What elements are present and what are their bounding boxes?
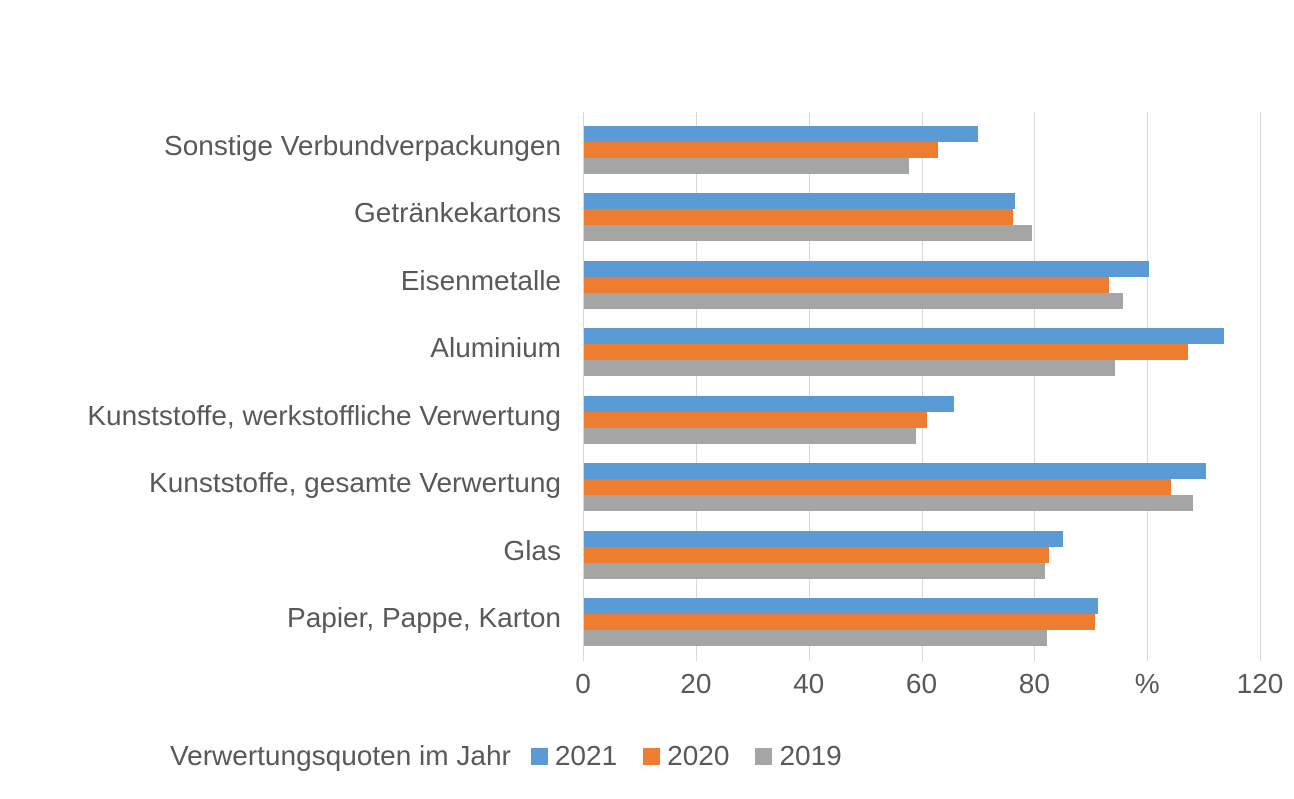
- axis-tickmark-80: [1034, 652, 1036, 661]
- x-axis-tick-label: %: [1134, 668, 1160, 699]
- category-label: Papier, Pappe, Karton: [287, 602, 561, 634]
- axis-tickmark-0: [583, 652, 584, 661]
- bar-2020: [584, 276, 1110, 293]
- bar-2021: [584, 598, 1098, 614]
- bar-2021: [584, 193, 1016, 209]
- category-label: Aluminium: [430, 332, 561, 364]
- bar-2019: [584, 562, 1045, 579]
- x-axis-tick-label: 40: [793, 668, 825, 699]
- x-axis-tick-label: 20: [680, 668, 712, 699]
- x-axis-tick-label: 120: [1236, 668, 1284, 699]
- bar-2021: [584, 260, 1150, 277]
- bar-2020: [584, 411, 927, 428]
- gridline-100: [1147, 112, 1149, 652]
- category-label: Glas: [503, 534, 561, 566]
- bar-2021: [584, 395, 955, 412]
- legend-label-2020: 2020: [667, 740, 730, 771]
- plot-area: [583, 112, 1261, 661]
- axis-tickmark-60: [921, 652, 923, 661]
- axis-tickmark-40: [808, 652, 810, 661]
- category-label: Kunststoffe, gesamte Verwertung: [149, 467, 561, 499]
- bar-2021: [584, 530, 1063, 547]
- bar-2021: [584, 463, 1206, 479]
- bar-2020: [584, 344, 1189, 360]
- category-label: Sonstige Verbundverpackungen: [164, 129, 561, 161]
- x-axis: 0 20 40 60 80% 120: [0, 668, 1294, 708]
- bar-2020: [584, 141, 939, 158]
- bar-2021: [584, 125, 979, 142]
- legend-item-2020: 2020: [643, 740, 729, 772]
- bar-2019: [584, 157, 909, 174]
- bar-2020: [584, 546, 1049, 563]
- axis-tickmark-20: [695, 652, 697, 661]
- category-label: Eisenmetalle: [400, 264, 561, 296]
- bar-2019: [584, 360, 1115, 376]
- legend: Verwertungsquoten im Jahr 2021 2020 2019: [170, 740, 868, 772]
- legend-swatch-2021: [530, 747, 548, 765]
- legend-label-2021: 2021: [554, 740, 618, 771]
- legend-swatch-2020: [643, 747, 661, 765]
- category-label: Kunststoffe, werkstoffliche Verwertung: [87, 399, 561, 431]
- bar-2019: [584, 630, 1048, 646]
- x-axis-tick-label: 80: [1018, 668, 1050, 699]
- axis-tickmark-120: [1260, 652, 1261, 661]
- bar-2020: [584, 614, 1096, 630]
- axis-tickmark-100: [1147, 652, 1149, 661]
- legend-item-2019: 2019: [755, 740, 842, 772]
- category-label: Getränkekartons: [354, 197, 561, 229]
- bar-2019: [584, 427, 917, 444]
- legend-item-2021: 2021: [530, 740, 618, 772]
- gridline-60: [921, 112, 923, 652]
- bar-2019: [584, 495, 1194, 511]
- bar-2019: [584, 292, 1123, 309]
- legend-title: Verwertungsquoten im Jahr: [170, 740, 511, 771]
- gridline-120: [1260, 112, 1261, 652]
- gridline-80: [1034, 112, 1036, 652]
- category-axis: Sonstige Verbundverpackungen Getränkekart…: [0, 112, 561, 652]
- x-axis-tick-label: 0: [575, 668, 591, 699]
- bar-2020: [584, 209, 1014, 225]
- gridline-40: [808, 112, 810, 652]
- gridline-0: [583, 112, 584, 652]
- x-axis-tick-label: 60: [905, 668, 938, 699]
- bar-2021: [584, 328, 1225, 344]
- gridline-20: [695, 112, 697, 652]
- bar-2020: [584, 479, 1172, 495]
- bar-2019: [584, 225, 1032, 241]
- legend-label-2019: 2019: [779, 740, 842, 771]
- legend-swatch-2019: [755, 747, 773, 765]
